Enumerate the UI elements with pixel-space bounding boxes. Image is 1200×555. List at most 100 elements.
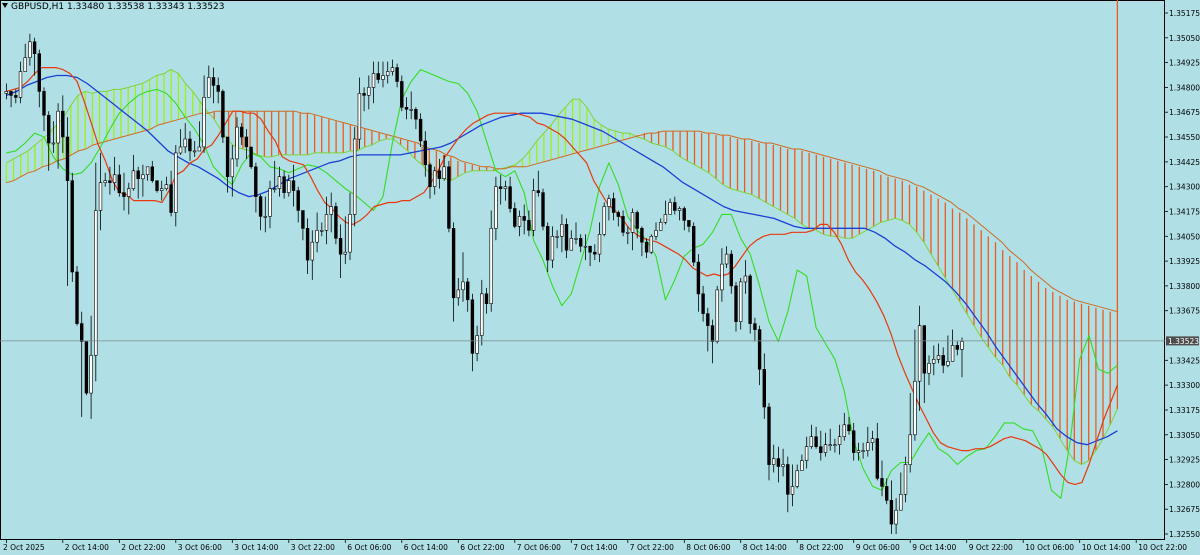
candle: [65, 117, 70, 286]
candle: [508, 176, 512, 213]
candle-body: [866, 442, 870, 451]
candle-body: [112, 174, 117, 184]
candle-body: [781, 464, 785, 467]
ohlc-values: 1.33480 1.33538 1.33343 1.33523: [67, 2, 225, 12]
y-tick-label: 1.32675: [1169, 505, 1200, 514]
candle-body: [649, 236, 654, 253]
candle-body: [291, 180, 296, 191]
candle-body: [141, 174, 145, 180]
candle: [706, 307, 710, 352]
candle-body: [367, 87, 371, 96]
x-tick-label: 3 Oct 14:00: [234, 543, 278, 552]
candle: [367, 75, 371, 110]
candle: [710, 319, 715, 364]
candle: [621, 210, 625, 237]
candle-body: [348, 214, 352, 253]
candle: [249, 146, 253, 169]
candle-body: [390, 67, 395, 72]
candle: [80, 311, 84, 417]
candle: [724, 246, 729, 268]
candle: [593, 244, 597, 261]
candle: [9, 91, 13, 108]
candle: [804, 436, 809, 469]
candle-body: [61, 110, 65, 138]
candle-body: [597, 234, 602, 255]
candle: [414, 107, 418, 130]
candle-body: [927, 362, 931, 374]
candle-body: [437, 170, 442, 180]
candle-body: [155, 180, 159, 191]
candle-body: [287, 180, 291, 193]
candle-body: [687, 220, 691, 227]
candle: [23, 43, 27, 72]
candle-body: [352, 138, 357, 215]
candle-body: [560, 224, 564, 237]
candle-body: [611, 198, 616, 213]
candle-body: [729, 253, 734, 287]
candle-body: [174, 152, 178, 213]
candle-body: [644, 241, 649, 253]
candle: [202, 75, 206, 153]
candle: [112, 156, 117, 191]
candle-body: [536, 190, 541, 193]
candle: [682, 206, 686, 231]
candle-body: [42, 91, 46, 116]
candle: [282, 170, 286, 199]
candle-body: [814, 436, 818, 447]
candle-body: [593, 251, 597, 255]
candle-body: [46, 114, 51, 144]
candle: [734, 281, 738, 332]
candle-body: [913, 380, 917, 436]
candle-body: [244, 136, 249, 148]
candle-body: [743, 275, 748, 283]
candle: [404, 97, 409, 120]
candle-body: [941, 355, 945, 366]
candle: [616, 210, 621, 227]
candle-body: [4, 91, 9, 94]
candle-body: [757, 329, 762, 370]
candle-body: [870, 438, 875, 444]
chevron-down-icon[interactable]: [2, 3, 8, 8]
candle: [790, 464, 795, 507]
candle: [70, 172, 74, 282]
candle-body: [432, 170, 437, 188]
candle-body: [320, 230, 324, 232]
candle: [108, 166, 112, 195]
candle-body: [823, 444, 828, 453]
candle-body: [14, 95, 18, 98]
candle: [936, 343, 941, 364]
x-tick-label: 3 Oct 06:00: [178, 543, 222, 552]
kijun-sen-line: [6, 74, 1118, 446]
candle-body: [884, 486, 889, 501]
candle-body: [677, 208, 682, 211]
candle-body: [484, 293, 489, 304]
candle-body: [169, 184, 173, 213]
candle: [484, 287, 489, 314]
candle-body: [734, 285, 738, 322]
candle: [296, 186, 300, 223]
candle-body: [578, 238, 583, 247]
candle-body: [324, 214, 329, 231]
candle: [230, 145, 234, 197]
candle-body: [917, 325, 922, 382]
x-tick-label: 9 Oct 06:00: [856, 543, 900, 552]
candle-body: [409, 109, 413, 111]
ichimoku-lines: [6, 67, 1118, 499]
candle-body: [668, 202, 672, 215]
candle: [28, 33, 32, 66]
candle-body: [84, 341, 89, 394]
candle: [517, 210, 522, 237]
candle: [94, 162, 98, 382]
candle: [574, 222, 578, 245]
candle: [687, 220, 691, 233]
candle-body: [527, 220, 531, 231]
candle-body: [682, 208, 686, 221]
candle-body: [94, 210, 98, 356]
candle: [922, 325, 927, 403]
candle: [569, 230, 574, 251]
candle: [602, 202, 606, 237]
candle: [800, 454, 804, 471]
candle-body: [296, 190, 300, 211]
